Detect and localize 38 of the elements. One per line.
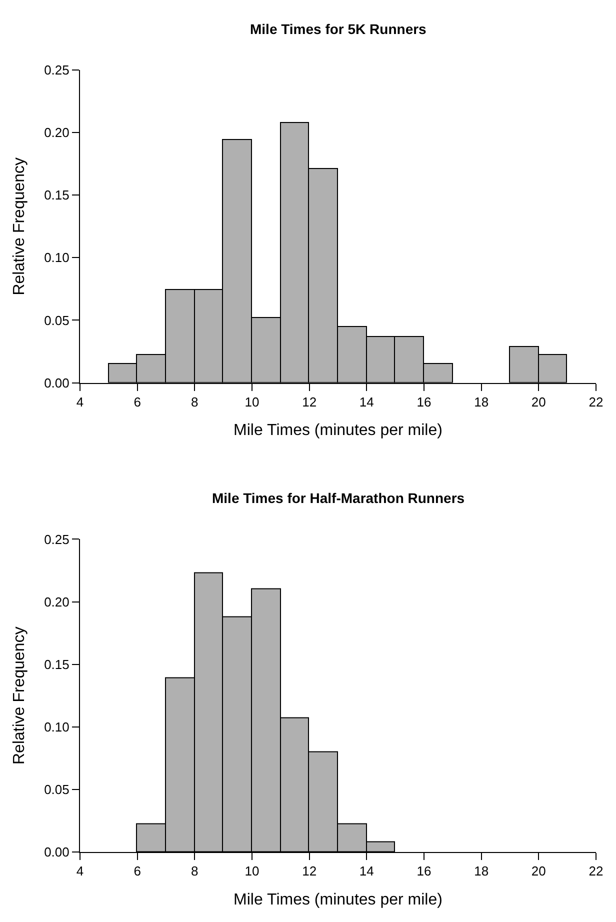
- x-tick-label: 18: [474, 394, 489, 410]
- x-tick-label: 4: [76, 864, 84, 879]
- chart-title: Mile Times for Half-Marathon Runners: [212, 490, 465, 506]
- chart-title: Mile Times for 5K Runners: [250, 21, 427, 37]
- y-tick-label: 0.15: [44, 188, 70, 203]
- y-tick-label: 0.00: [44, 844, 70, 860]
- x-tick-label: 16: [416, 864, 432, 879]
- y-tick-label: 0.25: [44, 62, 70, 78]
- y-tick-label: 0.05: [44, 312, 70, 328]
- x-tick-label: 20: [531, 864, 546, 879]
- x-tick-label: 6: [134, 864, 141, 879]
- y-tick-label: 0.10: [44, 250, 70, 266]
- x-tick-label: 10: [244, 864, 260, 879]
- x-tick-label: 12: [302, 864, 317, 879]
- x-tick-label: 8: [191, 394, 198, 410]
- x-tick-label: 16: [416, 394, 432, 410]
- x-tick-label: 22: [588, 394, 604, 410]
- y-tick-label: 0.20: [44, 594, 70, 610]
- y-tick-label: 0.20: [44, 125, 70, 140]
- y-tick-label: 0.10: [44, 719, 70, 734]
- x-tick-label: 4: [76, 394, 84, 410]
- y-tick-label: 0.15: [44, 656, 70, 672]
- x-tick-label: 14: [359, 394, 374, 410]
- y-tick-label: 0.25: [44, 532, 70, 547]
- x-tick-label: 12: [302, 394, 317, 410]
- x-axis-title: Mile Times (minutes per mile): [234, 891, 442, 908]
- x-tick-label: 20: [531, 394, 546, 410]
- x-axis-title: Mile Times (minutes per mile): [234, 422, 442, 440]
- y-tick-label: 0.05: [44, 782, 70, 797]
- y-axis-title: Relative Frequency: [10, 157, 28, 296]
- x-tick-label: 6: [134, 394, 141, 410]
- x-tick-label: 22: [588, 864, 604, 879]
- x-tick-label: 14: [359, 864, 374, 879]
- y-axis-title: Relative Frequency: [10, 626, 28, 765]
- x-tick-label: 10: [244, 394, 260, 410]
- x-tick-label: 18: [474, 864, 489, 879]
- y-tick-label: 0.00: [44, 375, 70, 390]
- x-tick-label: 8: [191, 864, 198, 879]
